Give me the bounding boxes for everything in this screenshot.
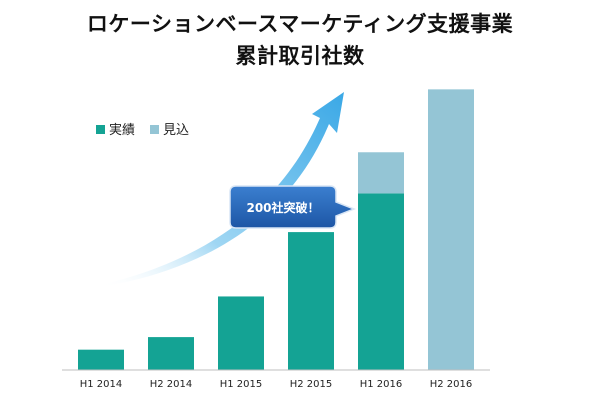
growth-arrow <box>100 92 344 287</box>
x-tick-label: H2 2016 <box>430 379 473 390</box>
bar-forecast-5 <box>428 89 474 371</box>
bar-actual-0 <box>78 349 124 370</box>
bar-actual-4 <box>358 193 404 370</box>
callout-bubble <box>229 185 357 229</box>
x-tick-label: H2 2015 <box>290 379 333 390</box>
legend-label-actual: 実績 <box>109 122 135 138</box>
x-tick-label: H1 2016 <box>360 379 403 390</box>
bar-actual-2 <box>218 296 264 370</box>
x-tick-label: H1 2014 <box>80 379 123 390</box>
bar-actual-3 <box>288 232 334 370</box>
callout-text: 200社突破！ <box>246 200 319 215</box>
legend-swatch-actual <box>96 125 105 134</box>
bar-actual-1 <box>148 337 194 370</box>
legend-swatch-forecast <box>150 125 159 134</box>
legend: 実績 見込 <box>96 122 189 138</box>
bar-forecast-4 <box>358 152 404 194</box>
legend-label-forecast: 見込 <box>163 123 189 138</box>
x-tick-label: H2 2014 <box>150 379 193 390</box>
x-axis-ticks: H1 2014 H2 2014 H1 2015 H2 2015 H1 2016 H2 20… <box>80 379 473 390</box>
chart-title-line1: ロケーションベースマーケティング支援事業 <box>86 12 514 36</box>
x-tick-label: H1 2015 <box>220 379 263 390</box>
callout: 200社突破！ <box>229 185 357 229</box>
chart-title-line2: 累計取引社数 <box>235 44 365 68</box>
bars-group <box>78 89 474 371</box>
